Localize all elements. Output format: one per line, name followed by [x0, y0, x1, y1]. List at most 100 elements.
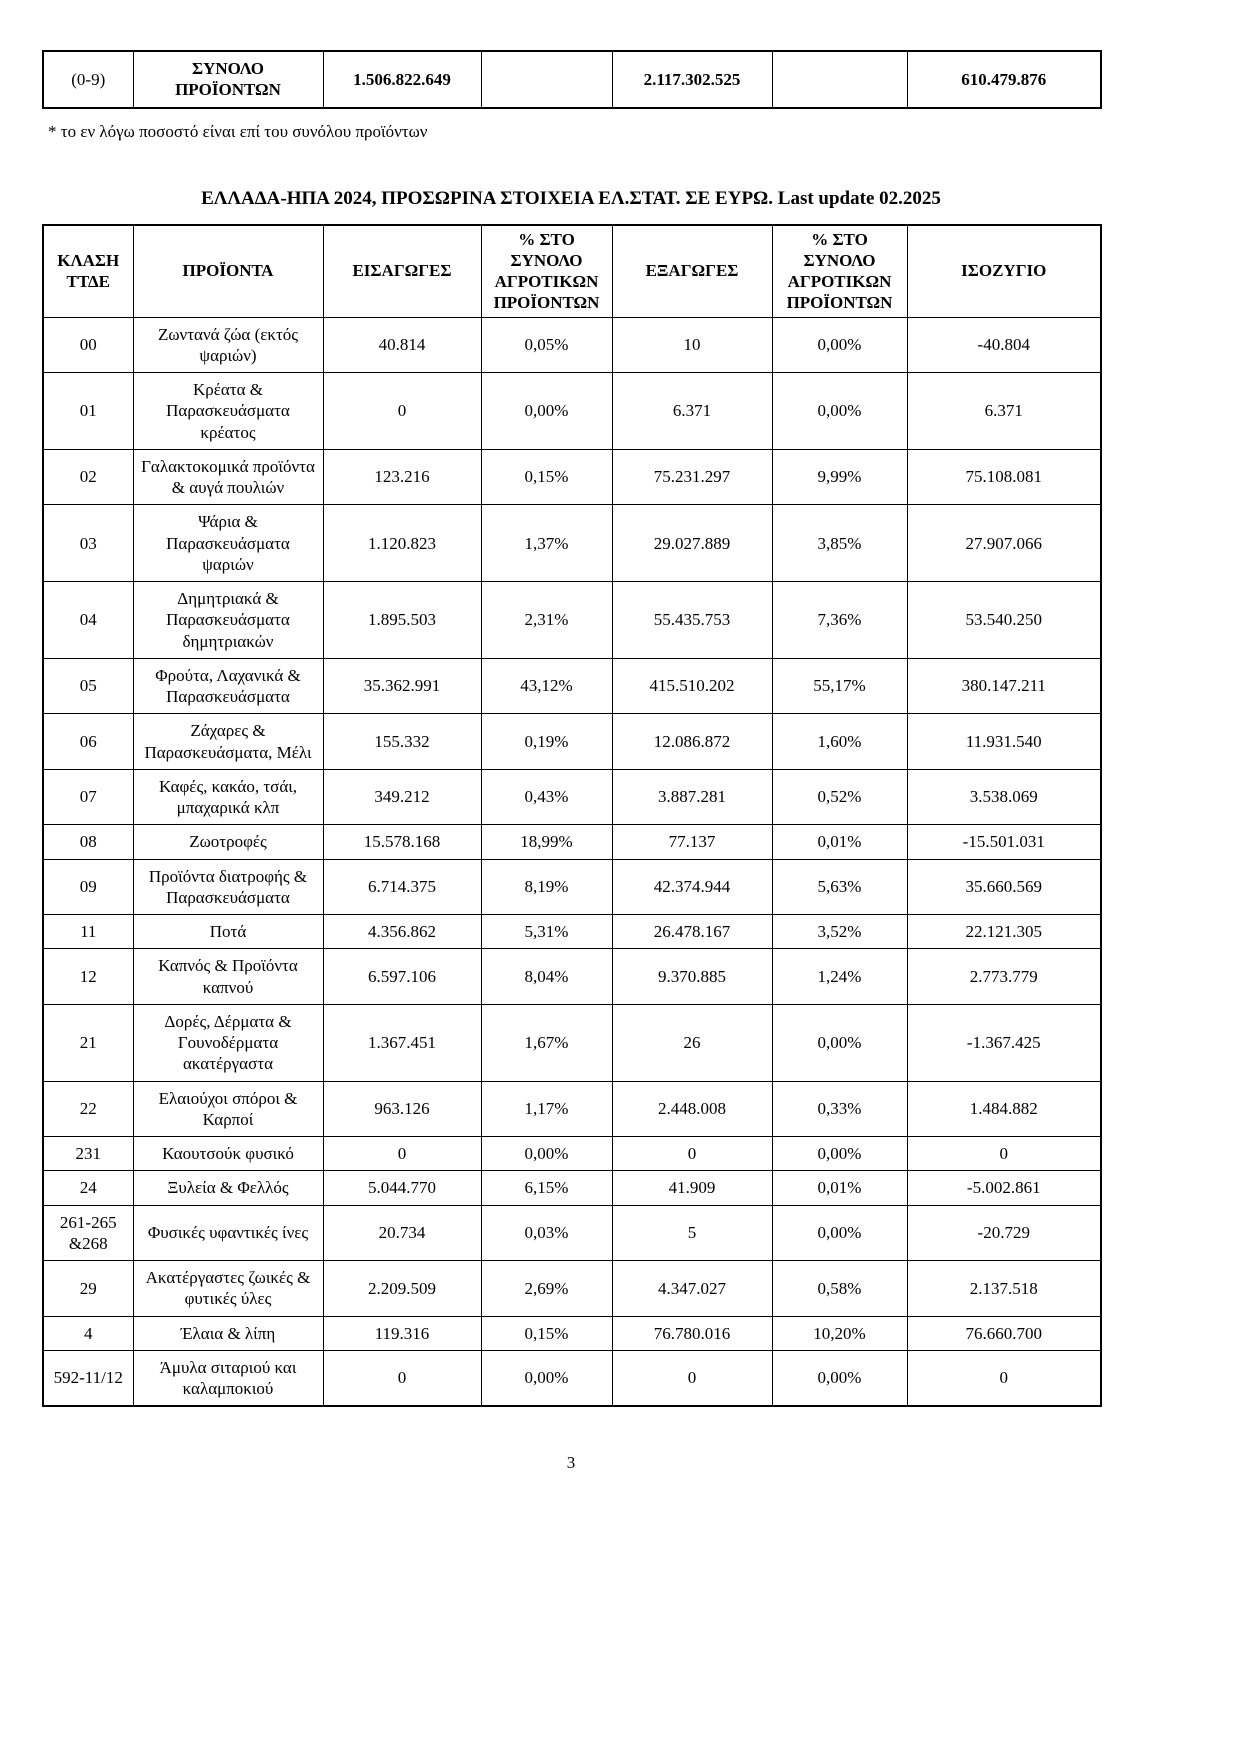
- header-products: ΠΡΟΪΟΝΤΑ: [132, 224, 324, 318]
- product-cell: Έλαια & λίπη: [132, 1315, 324, 1351]
- class-code-cell: 231: [42, 1135, 134, 1172]
- imports-pct-cell: 2,31%: [480, 581, 613, 659]
- imports-pct-cell: 0,00%: [480, 1135, 613, 1172]
- balance-cell: 11.931.540: [906, 713, 1102, 770]
- table-row: 06 Ζάχαρες & Παρασκευάσματα, Μέλι 155.33…: [42, 713, 1102, 770]
- product-cell: Γαλακτοκομικά προϊόντα & αυγά πουλιών: [132, 448, 324, 506]
- exports-pct-cell: 0,01%: [771, 824, 908, 860]
- exports-pct-cell: 1,60%: [771, 713, 908, 770]
- document-page: (0-9) ΣΥΝΟΛΟ ΠΡΟΪΟΝΤΩΝ 1.506.822.649 2.1…: [42, 50, 1102, 1472]
- exports-pct-cell: 0,00%: [771, 1003, 908, 1082]
- header-row: ΚΛΑΣΗ ΤΤΔΕ ΠΡΟΪΟΝΤΑ ΕΙΣΑΓΩΓΕΣ % ΣΤΟ ΣΥΝΟ…: [42, 224, 1102, 318]
- imports-pct-cell: 0,00%: [480, 372, 613, 450]
- table-row: 02 Γαλακτοκομικά προϊόντα & αυγά πουλιών…: [42, 448, 1102, 506]
- imports-pct-cell: 0,43%: [480, 768, 613, 826]
- totals-class-code-cell: (0-9): [42, 50, 134, 108]
- exports-pct-cell: 1,24%: [771, 948, 908, 1005]
- class-code-cell: 03: [42, 504, 134, 582]
- totals-exports-cell: 2.117.302.525: [611, 50, 773, 108]
- imports-pct-cell: 0,15%: [480, 448, 613, 506]
- exports-cell: 5: [611, 1204, 773, 1261]
- imports-pct-cell: 0,19%: [480, 713, 613, 770]
- balance-cell: -5.002.861: [906, 1170, 1102, 1206]
- class-code-cell: 05: [42, 657, 134, 715]
- class-code-cell: 08: [42, 824, 134, 860]
- product-cell: Ζωοτροφές: [132, 824, 324, 860]
- totals-exports-pct-cell: [771, 50, 908, 108]
- product-cell: Ελαιούχοι σπόροι & Καρποί: [132, 1080, 324, 1137]
- product-cell: Ζάχαρες & Παρασκευάσματα, Μέλι: [132, 713, 324, 770]
- imports-cell: 6.714.375: [322, 858, 482, 915]
- imports-pct-cell: 1,17%: [480, 1080, 613, 1137]
- exports-cell: 76.780.016: [611, 1315, 773, 1351]
- balance-cell: 0: [906, 1349, 1102, 1407]
- imports-pct-cell: 0,00%: [480, 1349, 613, 1407]
- class-code-cell: 22: [42, 1080, 134, 1137]
- table-row: 592-11/12 Άμυλα σιταριού και καλαμποκιού…: [42, 1349, 1102, 1407]
- totals-imports-cell: 1.506.822.649: [322, 50, 482, 108]
- table-row: 22 Ελαιούχοι σπόροι & Καρποί 963.126 1,1…: [42, 1080, 1102, 1137]
- totals-imports-pct-cell: [480, 50, 613, 108]
- class-code-cell: 07: [42, 768, 134, 826]
- imports-cell: 1.120.823: [322, 504, 482, 582]
- totals-balance-cell: 610.479.876: [906, 50, 1102, 108]
- imports-cell: 20.734: [322, 1204, 482, 1261]
- table-row: 09 Προϊόντα διατροφής & Παρασκευάσματα 6…: [42, 858, 1102, 915]
- exports-cell: 77.137: [611, 824, 773, 860]
- table-row: 261-265 &268 Φυσικές υφαντικές ίνες 20.7…: [42, 1204, 1102, 1261]
- class-code-cell: 592-11/12: [42, 1349, 134, 1407]
- exports-pct-cell: 5,63%: [771, 858, 908, 915]
- exports-cell: 415.510.202: [611, 657, 773, 715]
- exports-cell: 75.231.297: [611, 448, 773, 506]
- header-balance: ΙΣΟΖΥΓΙΟ: [906, 224, 1102, 318]
- product-cell: Ξυλεία & Φελλός: [132, 1170, 324, 1206]
- imports-pct-cell: 43,12%: [480, 657, 613, 715]
- table-row: 12 Καπνός & Προϊόντα καπνού 6.597.106 8,…: [42, 948, 1102, 1005]
- exports-cell: 9.370.885: [611, 948, 773, 1005]
- exports-cell: 6.371: [611, 372, 773, 450]
- imports-cell: 963.126: [322, 1080, 482, 1137]
- table-row: 03 Ψάρια & Παρασκευάσματα ψαριών 1.120.8…: [42, 504, 1102, 582]
- exports-pct-cell: 0,01%: [771, 1170, 908, 1206]
- exports-cell: 42.374.944: [611, 858, 773, 915]
- imports-cell: 5.044.770: [322, 1170, 482, 1206]
- table-row: 4 Έλαια & λίπη 119.316 0,15% 76.780.016 …: [42, 1315, 1102, 1351]
- class-code-cell: 06: [42, 713, 134, 770]
- table-row: 11 Ποτά 4.356.862 5,31% 26.478.167 3,52%…: [42, 913, 1102, 950]
- table-row: 231 Καουτσούκ φυσικό 0 0,00% 0 0,00% 0: [42, 1135, 1102, 1172]
- table-row: 01 Κρέατα & Παρασκευάσματα κρέατος 0 0,0…: [42, 372, 1102, 450]
- exports-cell: 26: [611, 1003, 773, 1082]
- exports-cell: 0: [611, 1349, 773, 1407]
- balance-cell: 6.371: [906, 372, 1102, 450]
- exports-pct-cell: 0,00%: [771, 1349, 908, 1407]
- balance-cell: 3.538.069: [906, 768, 1102, 826]
- exports-pct-cell: 0,00%: [771, 372, 908, 450]
- imports-cell: 0: [322, 1135, 482, 1172]
- balance-cell: 380.147.211: [906, 657, 1102, 715]
- exports-pct-cell: 0,00%: [771, 316, 908, 373]
- balance-cell: 1.484.882: [906, 1080, 1102, 1137]
- imports-pct-cell: 0,05%: [480, 316, 613, 373]
- table-row: 08 Ζωοτροφές 15.578.168 18,99% 77.137 0,…: [42, 824, 1102, 860]
- imports-pct-cell: 0,15%: [480, 1315, 613, 1351]
- imports-cell: 0: [322, 372, 482, 450]
- balance-cell: -20.729: [906, 1204, 1102, 1261]
- class-code-cell: 01: [42, 372, 134, 450]
- imports-pct-cell: 6,15%: [480, 1170, 613, 1206]
- imports-pct-cell: 1,67%: [480, 1003, 613, 1082]
- imports-cell: 1.895.503: [322, 581, 482, 659]
- product-cell: Φυσικές υφαντικές ίνες: [132, 1204, 324, 1261]
- exports-pct-cell: 3,52%: [771, 913, 908, 950]
- imports-cell: 155.332: [322, 713, 482, 770]
- imports-cell: 6.597.106: [322, 948, 482, 1005]
- balance-cell: 75.108.081: [906, 448, 1102, 506]
- exports-cell: 12.086.872: [611, 713, 773, 770]
- balance-cell: 22.121.305: [906, 913, 1102, 950]
- totals-product-cell: ΣΥΝΟΛΟ ΠΡΟΪΟΝΤΩΝ: [132, 50, 324, 108]
- exports-pct-cell: 0,00%: [771, 1204, 908, 1261]
- table-row: 24 Ξυλεία & Φελλός 5.044.770 6,15% 41.90…: [42, 1170, 1102, 1206]
- imports-pct-cell: 2,69%: [480, 1260, 613, 1317]
- product-cell: Κρέατα & Παρασκευάσματα κρέατος: [132, 372, 324, 450]
- product-cell: Άμυλα σιταριού και καλαμποκιού: [132, 1349, 324, 1407]
- class-code-cell: 00: [42, 316, 134, 373]
